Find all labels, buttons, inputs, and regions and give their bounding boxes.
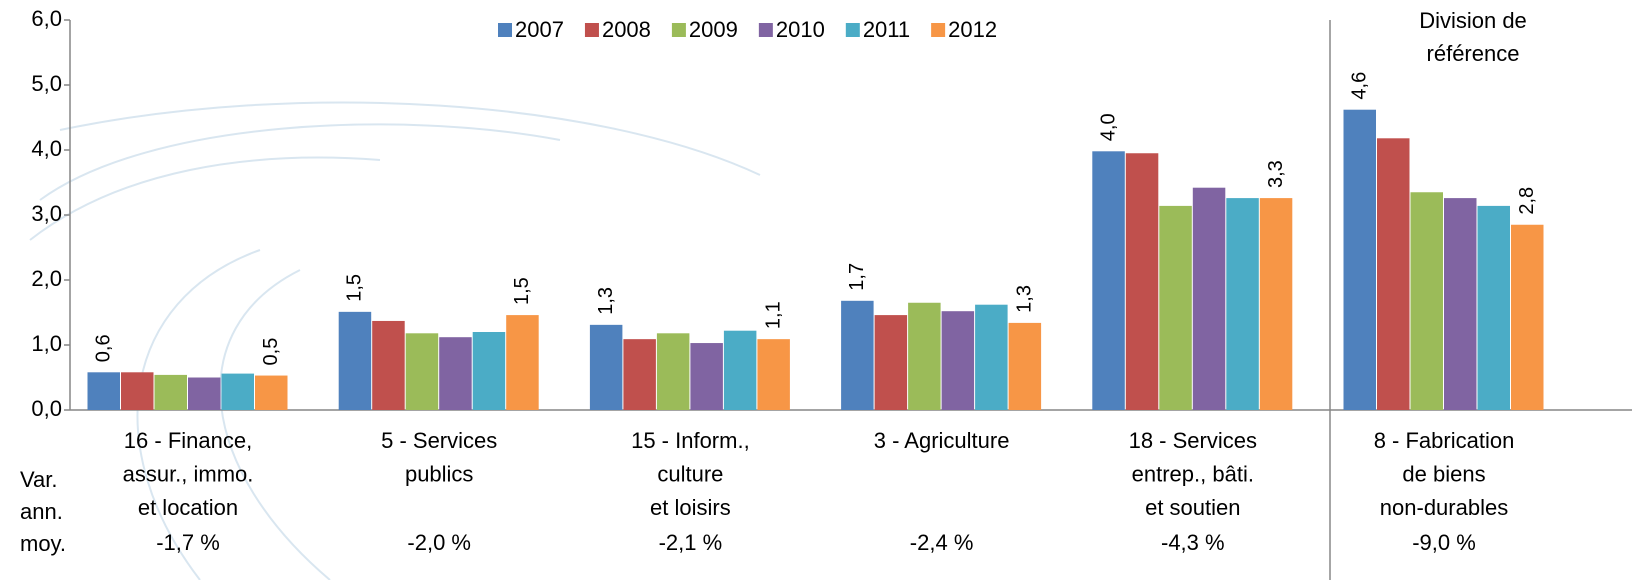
x-tick-label: culture [657,461,723,486]
bar [188,377,221,410]
legend-swatch [845,23,860,37]
row-value: -2,0 % [407,530,471,555]
bar [1343,109,1376,410]
row-value: -2,1 % [659,530,723,555]
bar [372,320,405,410]
bar [1008,322,1042,410]
bar [255,375,288,410]
bar [1444,198,1477,410]
x-tick-label: et soutien [1145,495,1240,520]
bar [121,372,154,410]
data-label: 4,0 [1097,113,1119,141]
data-label: 1,5 [344,274,366,302]
y-tick-label: 5,0 [31,71,62,96]
data-label: 1,3 [595,287,617,315]
legend-swatch [584,23,599,37]
legend-swatch [758,23,773,37]
bar [589,324,623,410]
bar [1377,138,1410,411]
bar [506,315,539,410]
data-label: 2,8 [1516,187,1538,215]
bar [941,311,975,410]
bar [1159,205,1192,410]
legend-swatch [498,23,512,37]
data-label: 0,6 [93,334,115,362]
x-tick-label: assur., immo. [123,461,254,486]
data-label: 1,1 [762,301,784,329]
x-tick-label: 5 - Services [381,428,497,453]
legend-swatch [671,23,686,37]
row-value: -1,7 % [156,530,220,555]
data-label: 3,3 [1265,160,1287,188]
bar [221,373,254,410]
row-label: moy. [20,531,66,556]
legend-label: 2010 [776,17,825,42]
y-tick-label: 6,0 [31,6,62,31]
bar [908,302,941,410]
bar [154,374,187,410]
bar [87,372,120,410]
legend-label: 2012 [948,17,997,42]
x-tick-label: publics [405,461,473,486]
bar [841,300,874,410]
bar [1259,198,1293,410]
data-label: 1,3 [1014,285,1036,313]
x-tick-label: de biens [1402,461,1485,486]
legend-label: 2008 [602,17,651,42]
y-tick-label: 4,0 [31,136,62,161]
bar [690,343,723,410]
bar [1410,192,1443,410]
bar [975,304,1008,410]
bar [1092,151,1125,411]
x-tick-label: 3 - Agriculture [874,428,1010,453]
bar [1125,153,1159,410]
y-tick-label: 2,0 [31,266,62,291]
x-tick-label: 8 - Fabrication [1374,428,1515,453]
bar [1477,205,1510,410]
x-tick-label: 16 - Finance, [124,428,252,453]
x-tick-label: et location [138,495,238,520]
y-tick-label: 1,0 [31,331,62,356]
bar [1226,198,1259,410]
legend-label: 2009 [689,17,738,42]
data-label: 4,6 [1349,72,1371,100]
row-value: -9,0 % [1412,530,1476,555]
bar [1511,224,1544,410]
data-label: 1,7 [846,263,868,291]
bar [656,333,690,410]
bar [472,332,506,410]
bar [874,315,908,410]
reference-label: référence [1427,41,1520,66]
bar [1192,187,1226,410]
x-tick-label: non-durables [1380,495,1508,520]
row-value: -2,4 % [910,530,974,555]
x-tick-label: entrep., bâti. [1132,461,1254,486]
data-label: 1,5 [511,277,533,305]
legend-label: 2007 [515,17,564,42]
legend-swatch [931,23,946,37]
bar [405,333,439,410]
y-tick-label: 3,0 [31,201,62,226]
y-tick-label: 0,0 [31,396,62,421]
bar [757,339,790,410]
row-label: Var. [20,467,58,492]
reference-label: Division de [1419,8,1527,33]
x-tick-label: 18 - Services [1129,428,1257,453]
legend-label: 2011 [863,17,910,42]
bar [338,311,372,410]
x-tick-label: 15 - Inform., [631,428,750,453]
x-tick-label: et loisirs [650,495,731,520]
bar [723,330,757,410]
data-label: 0,5 [260,338,282,366]
row-value: -4,3 % [1161,530,1225,555]
row-label: ann. [20,499,63,524]
bar [623,339,656,410]
bar [439,337,472,410]
